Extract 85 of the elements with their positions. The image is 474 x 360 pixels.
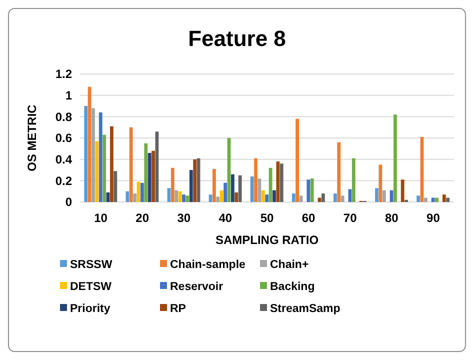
bar (98, 112, 102, 202)
bar (110, 126, 114, 202)
x-tick-label: 10 (94, 211, 108, 225)
x-tick-label: 20 (136, 211, 150, 225)
chart-title: Feature 8 (188, 26, 286, 51)
y-tick-label: 1 (65, 88, 72, 103)
legend-label: SRSSW (70, 259, 112, 272)
bar (189, 170, 193, 202)
x-tick-label: 60 (302, 211, 316, 225)
bar (152, 150, 155, 202)
bar (394, 114, 397, 202)
bar (292, 193, 296, 202)
bar (424, 198, 428, 202)
bar (95, 141, 99, 202)
bar (186, 196, 190, 202)
bar (250, 176, 254, 202)
x-axis-title: SAMPLING RATIO (215, 233, 319, 247)
bar (400, 180, 404, 202)
bar (321, 193, 325, 202)
bar (129, 127, 133, 202)
legend-label: DETSW (70, 281, 112, 294)
bar (84, 106, 88, 202)
bar (102, 134, 106, 202)
x-tick-label: 80 (384, 211, 399, 225)
y-tick-label: 0.4 (55, 152, 72, 167)
bar (261, 190, 265, 202)
bar (170, 168, 174, 202)
bar (193, 159, 197, 202)
bar (299, 196, 303, 202)
x-tick-label: 90 (426, 211, 440, 225)
bar (148, 152, 152, 202)
bar (431, 198, 435, 202)
bar (416, 196, 420, 202)
x-tick-label: 40 (218, 211, 232, 225)
x-tick-label: 70 (343, 211, 358, 225)
bar (92, 108, 95, 202)
bar (442, 194, 446, 202)
y-tick-label: 1.2 (55, 67, 72, 82)
legend-label: Backing (270, 281, 315, 294)
bar (216, 196, 220, 202)
bar (352, 158, 356, 202)
legend-label: Chain-sample (170, 259, 246, 272)
bar (224, 182, 227, 202)
x-tick-label: 30 (177, 211, 191, 225)
legend-label: Reservoir (170, 281, 224, 294)
bar (435, 198, 438, 202)
bar (133, 193, 136, 202)
bar (238, 175, 242, 202)
bar (144, 143, 148, 202)
bar (212, 168, 216, 202)
bar (382, 190, 386, 202)
y-tick-label: 0.6 (55, 131, 72, 146)
bar (446, 198, 450, 202)
bar (254, 158, 258, 202)
bar (114, 171, 118, 202)
bar (230, 174, 234, 202)
bar (340, 196, 344, 202)
y-tick-label: 0.8 (55, 110, 72, 124)
bar (272, 190, 276, 202)
bar (265, 194, 269, 202)
bar (310, 178, 314, 202)
legend-label: Priority (70, 303, 111, 316)
y-axis-title: OS METRIC (25, 104, 39, 172)
bar (174, 190, 178, 202)
bar (220, 190, 224, 202)
bar (296, 118, 300, 202)
bar (234, 192, 238, 202)
bar (276, 161, 280, 202)
x-tick-label: 50 (260, 211, 274, 225)
bar (306, 180, 310, 202)
bar (280, 164, 284, 202)
legend-label: RP (170, 303, 186, 316)
bar (333, 193, 337, 202)
legend-label: Chain+ (270, 259, 309, 272)
bar (182, 194, 186, 202)
bar (337, 142, 341, 202)
bar (126, 191, 130, 202)
bar (378, 164, 382, 202)
legend-label: StreamSamp (270, 303, 340, 316)
bar (318, 198, 322, 202)
y-tick-label: 0.2 (55, 174, 72, 188)
bar (375, 188, 378, 202)
y-tick-label: 0 (65, 195, 72, 210)
bar (140, 182, 144, 202)
bar (348, 189, 352, 202)
